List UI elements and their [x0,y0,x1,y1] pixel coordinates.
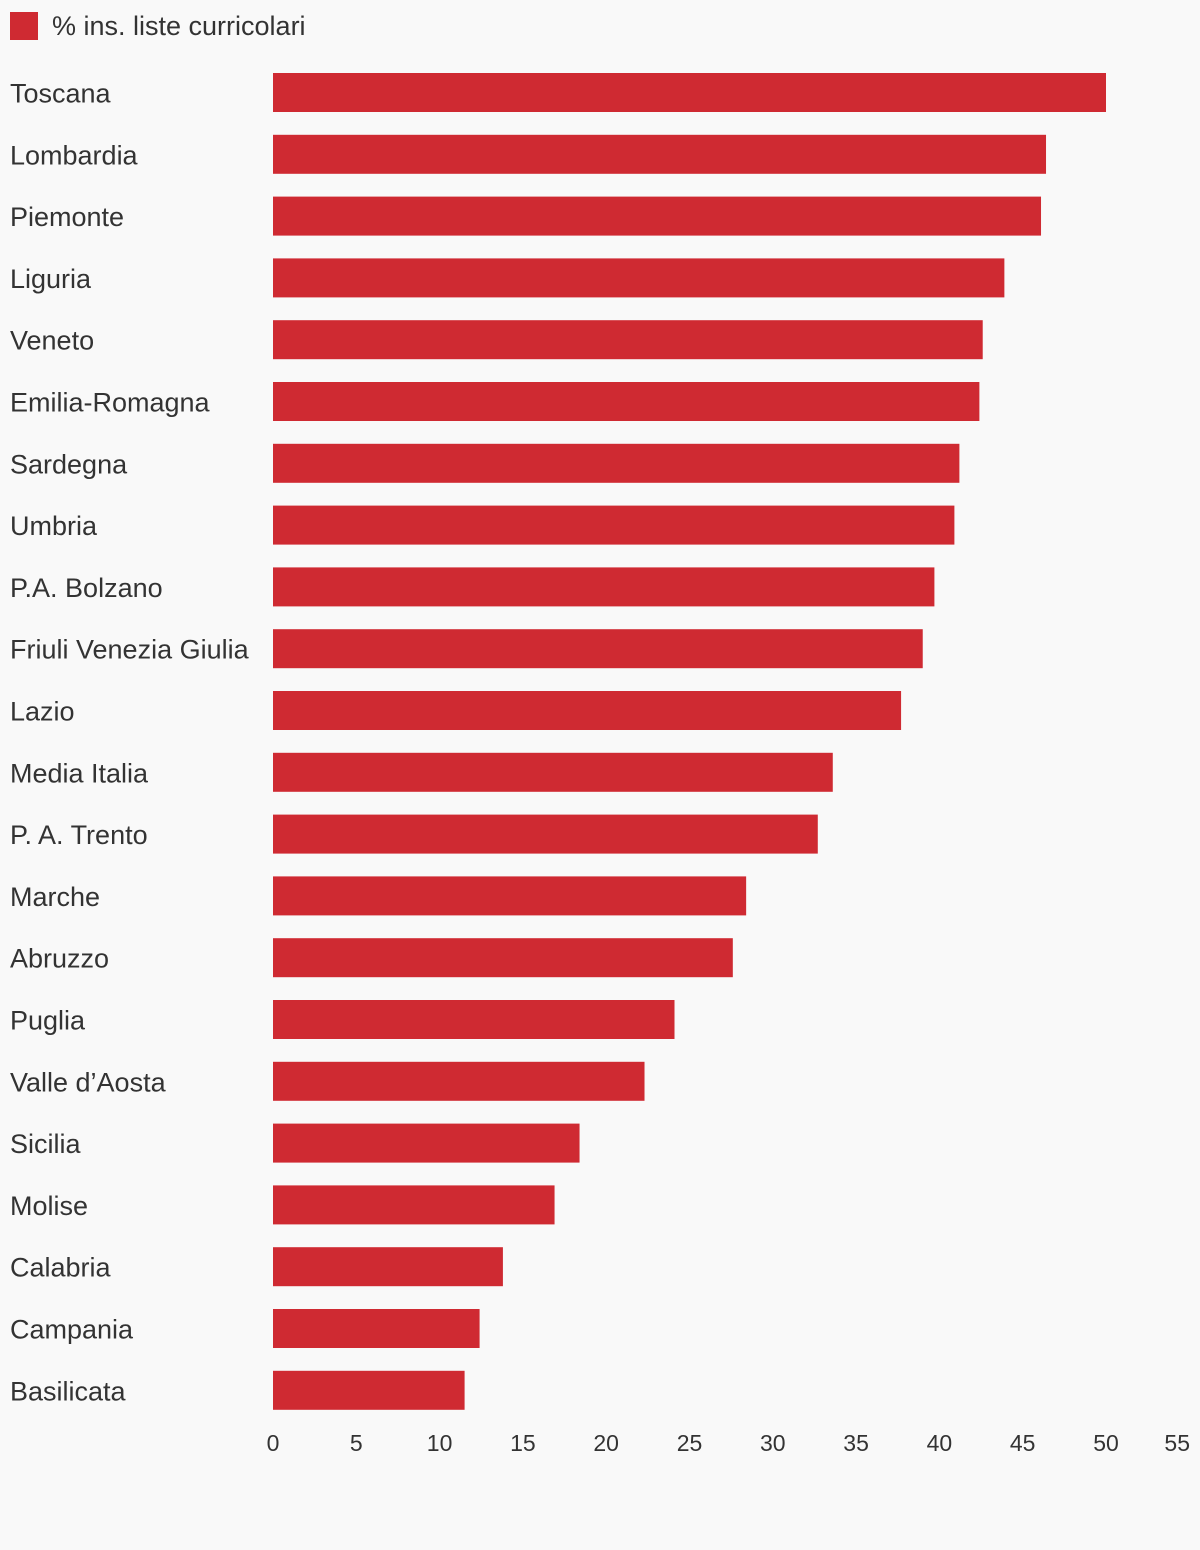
category-label: Lombardia [10,140,139,170]
category-label: Sardegna [10,449,128,479]
bar [273,73,1106,112]
bar [273,382,980,421]
bar [273,567,935,607]
category-label: Molise [10,1191,88,1221]
bar [273,134,1047,174]
bar [273,196,1042,236]
x-tick-label: 45 [1010,1430,1036,1456]
bar [273,1370,465,1410]
bar [273,505,955,545]
bar [273,1185,555,1225]
category-label: Puglia [10,1006,86,1036]
bar [273,320,983,360]
bar [273,258,1005,298]
bar [273,814,818,854]
bar [273,1123,580,1163]
category-label: Calabria [10,1253,112,1283]
bar [273,1247,503,1287]
bar [273,1309,480,1348]
category-label: Valle d’Aosta [10,1067,167,1097]
legend: % ins. liste curricolari [10,10,306,42]
category-label: P.A. Bolzano [10,573,163,603]
category-label: Emilia-Romagna [10,388,211,418]
bar [273,876,747,916]
legend-swatch [10,12,38,40]
bar [273,938,733,978]
category-label: Basilicata [10,1376,127,1406]
x-tick-label: 10 [427,1430,453,1456]
category-label: Lazio [10,697,75,727]
x-tick-label: 35 [843,1430,869,1456]
bar [273,1061,645,1101]
bar [273,691,902,730]
x-tick-label: 15 [510,1430,536,1456]
x-tick-label: 5 [350,1430,363,1456]
x-tick-label: 55 [1164,1430,1190,1456]
x-tick-label: 30 [760,1430,786,1456]
category-label: Friuli Venezia Giulia [10,635,250,665]
category-label: Umbria [10,511,98,541]
x-tick-label: 25 [677,1430,703,1456]
category-label: Toscana [10,79,112,109]
bar [273,443,960,483]
category-label: Liguria [10,264,92,294]
category-label: P. A. Trento [10,820,148,850]
legend-label: % ins. liste curricolari [52,11,306,41]
category-label: Abruzzo [10,944,109,974]
category-label: Marche [10,882,100,912]
x-tick-label: 20 [593,1430,619,1456]
category-label: Piemonte [10,202,124,232]
x-tick-label: 0 [267,1430,280,1456]
category-label: Media Italia [10,758,149,788]
x-tick-label: 40 [927,1430,953,1456]
category-label: Campania [10,1315,134,1345]
bar [273,752,833,792]
bar [273,629,923,669]
x-tick-label: 50 [1093,1430,1119,1456]
category-label: Sicilia [10,1129,82,1159]
category-label: Veneto [10,326,94,356]
bar [273,1000,675,1039]
